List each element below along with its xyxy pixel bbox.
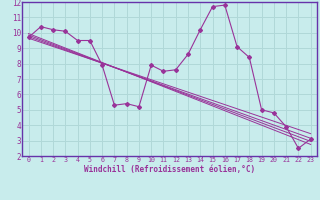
X-axis label: Windchill (Refroidissement éolien,°C): Windchill (Refroidissement éolien,°C) — [84, 165, 255, 174]
